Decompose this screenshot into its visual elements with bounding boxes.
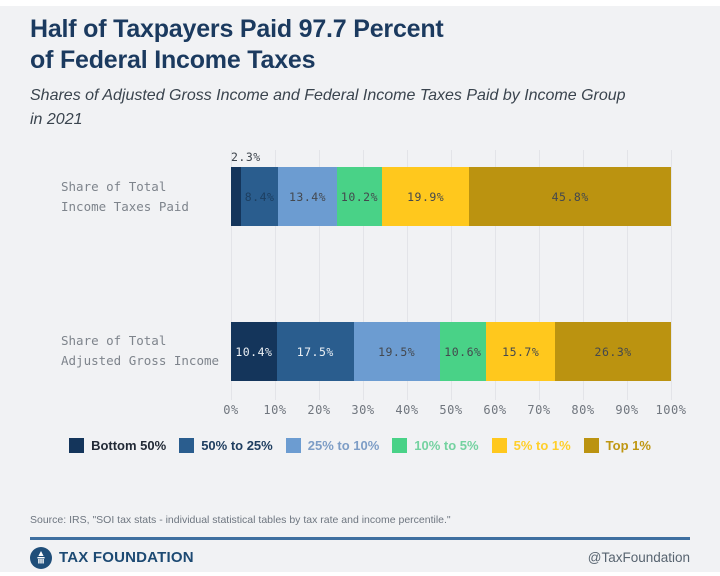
gridline [671,150,672,400]
gridline [319,150,320,400]
row-label-adjusted-gross-income: Share of Total Adjusted Gross Income [61,333,220,368]
x-axis-tick: 10% [263,403,287,417]
bar-segment-10-to-5: 10.2% [337,167,382,226]
legend-swatch [491,438,507,453]
gridline [495,150,496,400]
gridline [627,150,628,400]
legend-swatch [583,438,599,453]
legend-item-top-1: Top 1% [583,438,651,453]
bar-segment-25-to-10: 19.5% [353,322,440,381]
legend-swatch [392,438,408,453]
gridline [231,150,232,400]
x-axis-tick: 50% [439,403,463,417]
chart-subtitle: Shares of Adjusted Gross Income and Fede… [30,87,626,128]
x-axis-tick: 60% [483,403,507,417]
bar-adjusted-gross-income: 10.4% 17.5% 19.5% 10.6% 15.7% 26.3% [231,322,671,381]
x-axis-tick: 40% [395,403,419,417]
bar-segment-5-to-1: 19.9% [381,167,470,226]
footer-brand-row: TAX FOUNDATION @TaxFoundation [30,546,690,570]
legend-item-5-to-1: 5% to 1% [491,438,571,453]
gridline [539,150,540,400]
bar-segment-bottom-50: 10.4% [231,322,277,381]
legend-swatch [179,438,195,453]
gridline [363,150,364,400]
stacked-bar-plot-area: 2.3% 8.4% 13.4% 10.2% 19.9% 45.8% 10.4% … [223,150,686,417]
tax-foundation-logo-icon [30,547,52,569]
bar-segment-5-to-1: 15.7% [486,322,556,381]
x-axis-tick: 0% [223,403,239,417]
legend-item-bottom-50: Bottom 50% [69,438,166,453]
footer-rule [30,537,690,540]
bar-segment-50-to-25: 8.4% [241,167,279,226]
top-margin [0,0,720,6]
legend-item-10-to-5: 10% to 5% [392,438,479,453]
brand-name: TAX FOUNDATION [59,549,194,566]
gridline [407,150,408,400]
gridline [275,150,276,400]
twitter-handle: @TaxFoundation [587,550,690,565]
x-axis-tick: 20% [307,403,331,417]
x-axis-tick: 30% [351,403,375,417]
bar-segment-50-to-25: 17.5% [276,322,354,381]
source-note: Source: IRS, "SOI tax stats - individual… [30,514,451,526]
page-title: Half of Taxpayers Paid 97.7 Percent of F… [30,15,444,74]
bar-segment-25-to-10: 13.4% [278,167,338,226]
legend-swatch [285,438,301,453]
gridline [583,150,584,400]
bar-segment-top-1: 26.3% [555,322,671,381]
bar-segment-top-1: 45.8% [469,167,671,226]
gridline [451,150,452,400]
x-axis-tick: 70% [527,403,551,417]
legend-item-25-to-10: 25% to 10% [285,438,379,453]
bar-income-taxes-paid: 2.3% 8.4% 13.4% 10.2% 19.9% 45.8% [231,150,671,226]
row-label-income-taxes-paid: Share of Total Income Taxes Paid [61,179,189,214]
legend-swatch [69,438,85,453]
legend-item-50-to-25: 50% to 25% [179,438,273,453]
bottom-margin [0,572,720,576]
x-axis-tick: 80% [571,403,595,417]
x-axis-tick: 100% [655,403,687,417]
bar-segment-callout-bottom50: 2.3% [231,150,261,164]
bar-segment-bottom-50 [231,167,242,226]
x-axis-tick: 90% [615,403,639,417]
bar-segment-10-to-5: 10.6% [439,322,487,381]
chart-legend: Bottom 50% 50% to 25% 25% to 10% 10% to … [0,438,720,453]
